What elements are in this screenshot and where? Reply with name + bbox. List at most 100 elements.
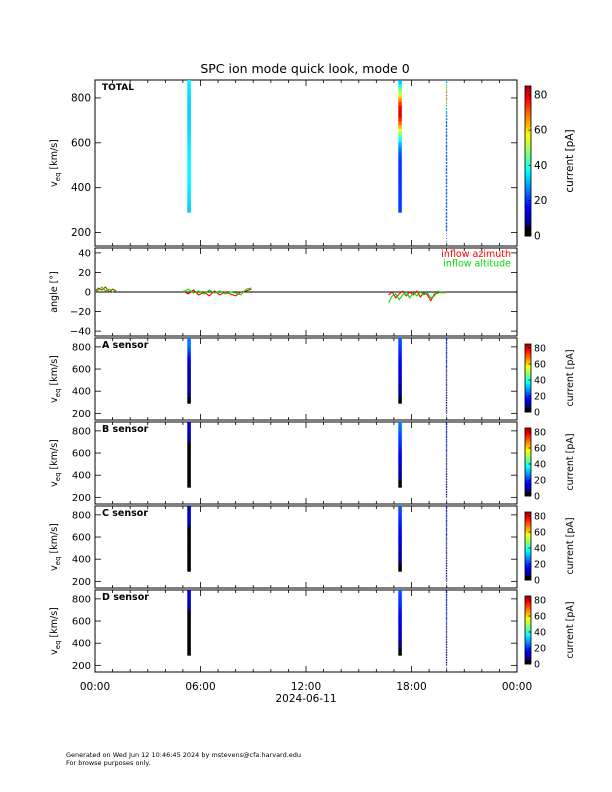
y-tick-label: 200 <box>71 227 91 239</box>
colorbar-cell <box>525 173 531 177</box>
spectrogram-cell <box>398 424 402 427</box>
colorbar-tick-label: 60 <box>534 528 546 539</box>
spectrogram-cell <box>187 457 191 460</box>
spectrogram-cell <box>187 175 191 180</box>
colorbar-cell <box>525 564 531 566</box>
spectrogram-cell <box>187 460 191 463</box>
colorbar-cell <box>525 118 531 122</box>
spectrogram-cell <box>398 553 402 556</box>
spectrogram-cell <box>445 627 448 629</box>
spectrogram-cell <box>445 524 448 526</box>
colorbar-cell <box>525 395 531 397</box>
colorbar-cell <box>525 468 531 471</box>
spectrogram-cell <box>398 590 402 591</box>
series-line <box>94 286 117 293</box>
spectrogram-cell <box>398 633 402 636</box>
spectrogram-cell <box>187 155 191 159</box>
colorbar-cell <box>525 553 531 556</box>
colorbar-cell <box>525 358 531 361</box>
colorbar-tick-label: 0 <box>534 576 540 587</box>
colorbar-cell <box>525 176 531 179</box>
colorbar-cell <box>525 625 531 627</box>
colorbar-cell <box>525 486 531 489</box>
spectrogram-cell <box>445 225 448 228</box>
spectrogram-cell <box>445 485 448 487</box>
spectrogram-cell <box>398 521 402 524</box>
spectrogram-cell <box>187 617 191 620</box>
spectrogram-cell <box>187 559 191 562</box>
spectrogram-cell <box>187 424 191 427</box>
colorbar-cell <box>525 555 531 557</box>
y-tick-label: 600 <box>72 449 91 460</box>
colorbar-cell <box>525 535 531 538</box>
y-tick-label: 40 <box>78 248 91 259</box>
x-axis: 00:00 06:00 12:00 18:00 00:00 2024-06-11 <box>80 681 532 705</box>
spectrogram-cell <box>187 597 191 600</box>
colorbar-cell <box>525 349 531 352</box>
spectrogram-cell <box>187 375 191 378</box>
spectrogram-cell <box>398 615 402 618</box>
colorbar-cell <box>525 519 531 522</box>
colorbar-cell <box>525 389 531 391</box>
colorbar-cell <box>525 193 531 197</box>
spectrogram-cell <box>445 650 448 652</box>
colorbar-cell <box>525 91 531 94</box>
spectrogram-cell <box>398 94 402 99</box>
colorbar-cell <box>525 351 531 354</box>
y-tick-label: 200 <box>72 577 91 588</box>
colorbar-cell <box>525 529 531 531</box>
spectrogram-cell <box>187 437 191 440</box>
spectrogram-cell <box>187 131 191 136</box>
colorbar-tick-label: 20 <box>534 392 546 403</box>
colorbar-cell <box>525 223 531 227</box>
spectrogram-cell <box>445 171 448 174</box>
spectrogram-cell <box>398 554 402 557</box>
spectrogram-cell <box>187 539 191 542</box>
spectrogram-cell <box>398 635 402 638</box>
colorbar-cell <box>525 131 531 134</box>
colorbar-cell <box>525 462 531 464</box>
spectrogram-cell <box>398 356 402 359</box>
spectrogram-cell <box>187 340 191 343</box>
spectrogram-cell <box>187 111 191 116</box>
colorbar-cell <box>525 465 531 467</box>
colorbar-cell <box>525 658 531 660</box>
spectrogram-cell <box>398 474 402 477</box>
colorbar-cell <box>525 536 531 539</box>
spectrogram-cell <box>398 454 402 457</box>
spectrogram-cell <box>187 647 191 650</box>
spectrogram-cell <box>187 171 191 176</box>
spectrogram-cell <box>398 541 402 544</box>
spectrogram-cell <box>445 618 448 620</box>
spectrogram-cell <box>445 101 448 104</box>
spectrogram-cell <box>445 538 448 540</box>
colorbar-cell <box>525 542 531 545</box>
colorbar-cell <box>525 398 531 400</box>
colorbar-cell <box>525 126 531 129</box>
spectrogram-cell <box>398 534 402 537</box>
colorbar-cell <box>525 196 531 199</box>
colorbar-cell <box>525 563 531 565</box>
spectrogram-cell <box>398 462 402 465</box>
spectrogram-cell <box>398 524 402 527</box>
colorbar-cell <box>525 350 531 353</box>
x-tick-label: 06:00 <box>185 681 215 693</box>
spectrogram-cell <box>398 645 402 648</box>
spectrogram-cell <box>445 603 448 605</box>
spectrogram-cell <box>445 178 448 181</box>
colorbar-cell <box>525 372 531 374</box>
colorbar-cell <box>525 608 531 610</box>
colorbar-cell <box>525 613 531 615</box>
spectrogram-cell <box>445 97 448 100</box>
y-tick-label: 200 <box>72 661 91 672</box>
colorbar-tick-label: 60 <box>534 444 546 455</box>
colorbar-cell <box>525 362 531 364</box>
spectrogram-cell <box>398 556 402 559</box>
spectrogram-cell <box>187 81 191 85</box>
spectrogram-cell <box>187 118 191 122</box>
colorbar-cell <box>525 479 531 481</box>
colorbar-cell <box>525 569 531 572</box>
spectrogram-cell <box>398 111 402 116</box>
spectrogram-cell <box>398 647 402 650</box>
panel-label: C sensor <box>102 508 148 519</box>
